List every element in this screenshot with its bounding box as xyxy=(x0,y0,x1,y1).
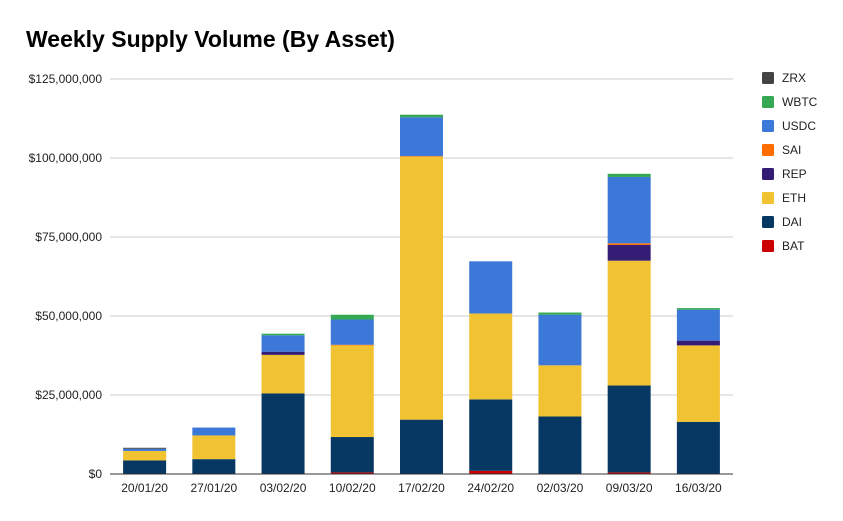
legend-item-wbtc: WBTC xyxy=(762,95,818,109)
bar-segment-bat xyxy=(469,470,513,474)
bar-segment-usdc xyxy=(192,427,236,436)
legend-label: REP xyxy=(782,167,807,181)
bar-segment-usdc xyxy=(400,117,443,157)
legend-item-sai: SAI xyxy=(762,143,801,157)
bar-segment-eth xyxy=(261,354,305,394)
bar-segment-rep xyxy=(676,340,720,346)
bar-segment-usdc xyxy=(607,176,651,244)
legend-label: BAT xyxy=(782,239,805,253)
legend-item-usdc: USDC xyxy=(762,119,816,133)
bar-segment-wbtc xyxy=(261,333,305,336)
x-tick-label: 27/01/20 xyxy=(190,481,237,495)
bar-segment-usdc xyxy=(469,261,513,314)
bar-segment-usdc xyxy=(330,319,374,345)
bar-segment-eth xyxy=(400,156,443,420)
x-tick-label: 03/02/20 xyxy=(260,481,307,495)
x-tick-label: 20/01/20 xyxy=(121,481,168,495)
legend-swatch xyxy=(762,168,774,180)
bar-segment-eth xyxy=(469,313,513,400)
bar-segment-wbtc xyxy=(400,114,443,118)
bar-segment-bat xyxy=(330,472,374,474)
legend-swatch xyxy=(762,192,774,204)
x-tick-label: 02/03/20 xyxy=(537,481,584,495)
bar-segment-eth xyxy=(192,435,236,460)
legend-swatch xyxy=(762,144,774,156)
bar-segment-eth xyxy=(676,345,720,422)
bar-segment-wbtc xyxy=(607,173,651,177)
bar-segment-eth xyxy=(538,365,582,417)
bar-segment-usdc xyxy=(538,314,582,366)
bar-segment-bat xyxy=(607,472,651,474)
legend-label: USDC xyxy=(782,119,816,133)
legend-label: ETH xyxy=(782,191,806,205)
bar-segment-sai xyxy=(400,156,443,157)
legend-item-zrx: ZRX xyxy=(762,71,806,85)
bar-segment-sai xyxy=(607,243,651,245)
legend-label: ZRX xyxy=(782,71,806,85)
bar-segment-dai xyxy=(123,460,167,474)
y-tick-label: $100,000,000 xyxy=(29,151,103,165)
bar-segment-dai xyxy=(469,399,513,471)
bars xyxy=(123,114,720,474)
y-tick-label: $50,000,000 xyxy=(35,309,102,323)
bar-segment-dai xyxy=(607,385,651,473)
bar-segment-dai xyxy=(676,421,720,474)
bar-segment-zrx xyxy=(123,447,167,449)
bar-segment-dai xyxy=(192,459,236,474)
legend-swatch xyxy=(762,240,774,252)
bar-segment-wbtc xyxy=(676,308,720,310)
bar-segment-dai xyxy=(330,437,374,473)
x-tick-label: 16/03/20 xyxy=(675,481,722,495)
bar-segment-dai xyxy=(400,419,443,474)
legend-label: DAI xyxy=(782,215,802,229)
y-tick-label: $75,000,000 xyxy=(35,230,102,244)
x-tick-label: 24/02/20 xyxy=(467,481,514,495)
x-tick-label: 17/02/20 xyxy=(398,481,445,495)
legend: ZRX WBTC USDC SAI REP ETH DAI BAT xyxy=(762,71,818,253)
legend-item-dai: DAI xyxy=(762,215,802,229)
y-tick-label: $0 xyxy=(89,467,103,481)
x-tick-label: 09/03/20 xyxy=(606,481,653,495)
bar-segment-usdc xyxy=(123,448,167,451)
bar-segment-wbtc xyxy=(330,314,374,320)
bar-segment-wbtc xyxy=(538,312,582,315)
bar-segment-eth xyxy=(123,450,167,461)
y-tick-label: $125,000,000 xyxy=(29,72,103,86)
bar-segment-dai xyxy=(261,393,305,474)
bar-segment-eth xyxy=(330,345,374,438)
bar-segment-sai xyxy=(330,344,374,346)
legend-swatch xyxy=(762,72,774,84)
legend-item-rep: REP xyxy=(762,167,807,181)
x-axis-ticks: 20/01/20 27/01/20 03/02/20 10/02/20 17/02/20… xyxy=(121,481,722,495)
y-tick-label: $25,000,000 xyxy=(35,388,102,402)
legend-item-eth: ETH xyxy=(762,191,806,205)
legend-swatch xyxy=(762,120,774,132)
bar-segment-dai xyxy=(538,416,582,474)
legend-item-bat: BAT xyxy=(762,239,805,253)
bar-segment-rep xyxy=(261,351,305,355)
legend-label: SAI xyxy=(782,143,801,157)
bar-segment-usdc xyxy=(676,309,720,341)
legend-swatch xyxy=(762,216,774,228)
bar-segment-eth xyxy=(607,260,651,386)
bar-segment-rep xyxy=(607,244,651,261)
bar-segment-usdc xyxy=(261,335,305,352)
x-tick-label: 10/02/20 xyxy=(329,481,376,495)
y-axis-ticks: $0 $25,000,000 $50,000,000 $75,000,000 $100,… xyxy=(29,72,103,481)
legend-swatch xyxy=(762,96,774,108)
chart-title: Weekly Supply Volume (By Asset) xyxy=(26,26,395,52)
legend-label: WBTC xyxy=(782,95,818,109)
